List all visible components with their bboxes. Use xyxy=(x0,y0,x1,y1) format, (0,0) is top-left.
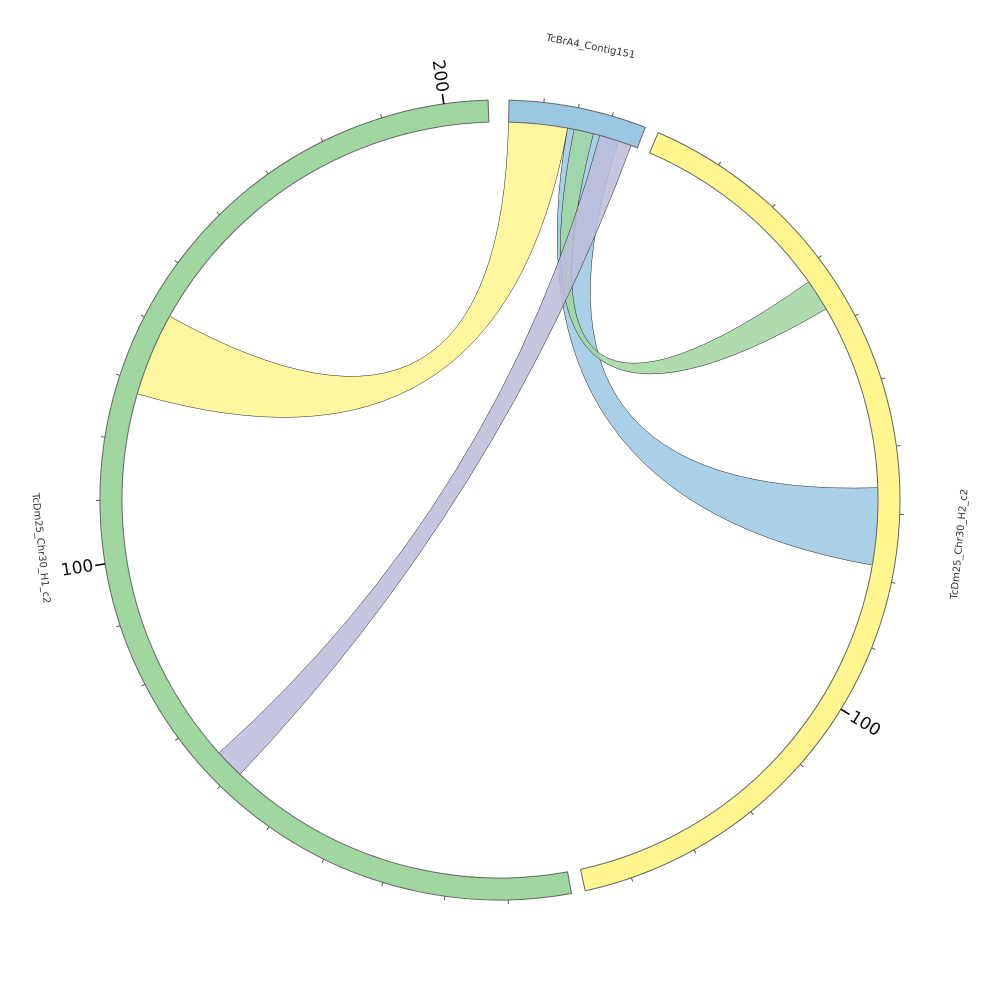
minor-tick xyxy=(116,625,121,628)
segment-h2 xyxy=(579,131,901,892)
tick-label: 100 xyxy=(60,556,95,581)
minor-tick xyxy=(611,112,614,117)
major-tick xyxy=(840,708,850,716)
link-contig-h1-0 xyxy=(136,121,568,418)
minor-tick xyxy=(577,103,580,108)
minor-tick xyxy=(381,882,384,887)
segment-label-contig: TcBrA4_Contig151 xyxy=(544,32,636,61)
minor-tick xyxy=(871,647,876,650)
minor-tick xyxy=(854,313,859,317)
minor-tick xyxy=(216,211,220,216)
segment-label-h1: TcDm25_Chr30_H1_c2 xyxy=(29,492,52,605)
minor-tick xyxy=(175,737,179,741)
minor-tick xyxy=(265,170,269,175)
minor-tick xyxy=(217,785,221,790)
segment-contig xyxy=(508,99,646,149)
minor-tick xyxy=(772,203,776,208)
minor-tick xyxy=(818,255,822,259)
minor-tick xyxy=(896,444,901,447)
minor-tick xyxy=(693,849,697,854)
minor-tick xyxy=(718,161,722,166)
minor-tick xyxy=(321,858,325,863)
segments-layer xyxy=(99,99,901,901)
minor-tick xyxy=(141,683,146,687)
tick-label: 200 xyxy=(428,59,452,94)
major-tick xyxy=(441,93,445,105)
minor-tick xyxy=(891,581,896,584)
tick-label: 100 xyxy=(846,707,884,741)
minor-tick xyxy=(630,877,634,882)
minor-tick xyxy=(443,896,446,901)
minor-tick xyxy=(881,377,886,380)
minor-tick xyxy=(750,811,754,816)
segment-label-h2: TcDm25_Chr30_H2_c2 xyxy=(949,489,971,602)
minor-tick xyxy=(380,113,383,119)
minor-tick xyxy=(799,763,804,768)
major-tick xyxy=(95,563,106,567)
minor-tick xyxy=(266,826,270,831)
minor-tick xyxy=(320,137,324,142)
minor-tick xyxy=(100,436,106,438)
minor-tick xyxy=(115,373,121,376)
segment-h1 xyxy=(99,99,573,901)
minor-tick xyxy=(140,314,145,318)
minor-tick xyxy=(174,260,179,264)
